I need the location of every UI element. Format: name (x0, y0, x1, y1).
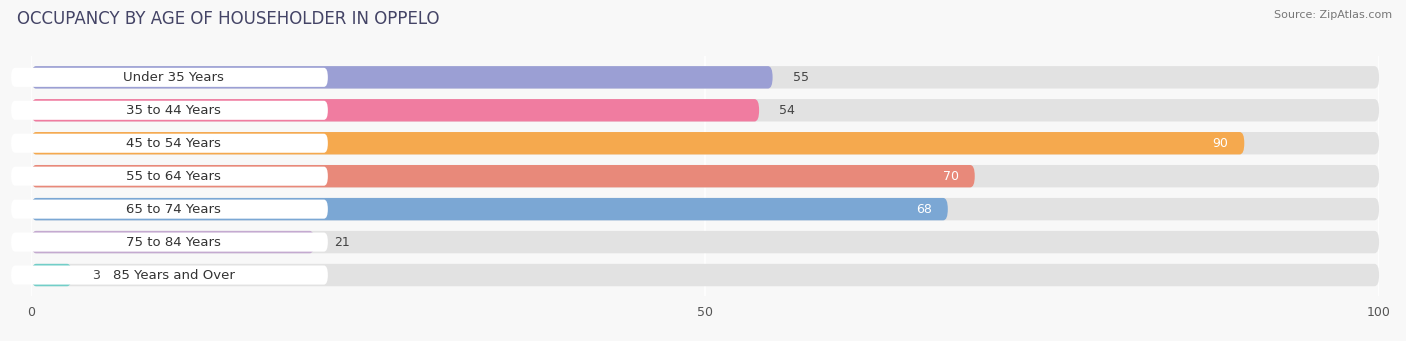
Text: 75 to 84 Years: 75 to 84 Years (127, 236, 221, 249)
FancyBboxPatch shape (31, 66, 772, 89)
FancyBboxPatch shape (31, 264, 1379, 286)
Text: 35 to 44 Years: 35 to 44 Years (127, 104, 221, 117)
FancyBboxPatch shape (31, 231, 1379, 253)
Text: 54: 54 (779, 104, 796, 117)
FancyBboxPatch shape (11, 199, 328, 219)
Text: 85 Years and Over: 85 Years and Over (112, 269, 235, 282)
Text: Under 35 Years: Under 35 Years (124, 71, 224, 84)
FancyBboxPatch shape (31, 198, 948, 220)
Text: Source: ZipAtlas.com: Source: ZipAtlas.com (1274, 10, 1392, 20)
FancyBboxPatch shape (31, 165, 974, 188)
Text: 45 to 54 Years: 45 to 54 Years (127, 137, 221, 150)
Text: 65 to 74 Years: 65 to 74 Years (127, 203, 221, 216)
Text: 55 to 64 Years: 55 to 64 Years (127, 170, 221, 183)
FancyBboxPatch shape (11, 134, 328, 153)
FancyBboxPatch shape (11, 266, 328, 284)
FancyBboxPatch shape (31, 132, 1379, 154)
FancyBboxPatch shape (11, 233, 328, 252)
Text: 3: 3 (91, 269, 100, 282)
FancyBboxPatch shape (31, 99, 759, 121)
FancyBboxPatch shape (31, 231, 315, 253)
Text: 70: 70 (942, 170, 959, 183)
Text: 21: 21 (335, 236, 350, 249)
FancyBboxPatch shape (11, 101, 328, 120)
FancyBboxPatch shape (31, 198, 1379, 220)
FancyBboxPatch shape (31, 132, 1244, 154)
Text: 55: 55 (793, 71, 808, 84)
FancyBboxPatch shape (31, 165, 1379, 188)
FancyBboxPatch shape (31, 66, 1379, 89)
FancyBboxPatch shape (31, 99, 1379, 121)
FancyBboxPatch shape (31, 264, 72, 286)
FancyBboxPatch shape (11, 167, 328, 186)
Text: 90: 90 (1212, 137, 1227, 150)
FancyBboxPatch shape (11, 68, 328, 87)
Text: OCCUPANCY BY AGE OF HOUSEHOLDER IN OPPELO: OCCUPANCY BY AGE OF HOUSEHOLDER IN OPPEL… (17, 10, 439, 28)
Text: 68: 68 (915, 203, 932, 216)
